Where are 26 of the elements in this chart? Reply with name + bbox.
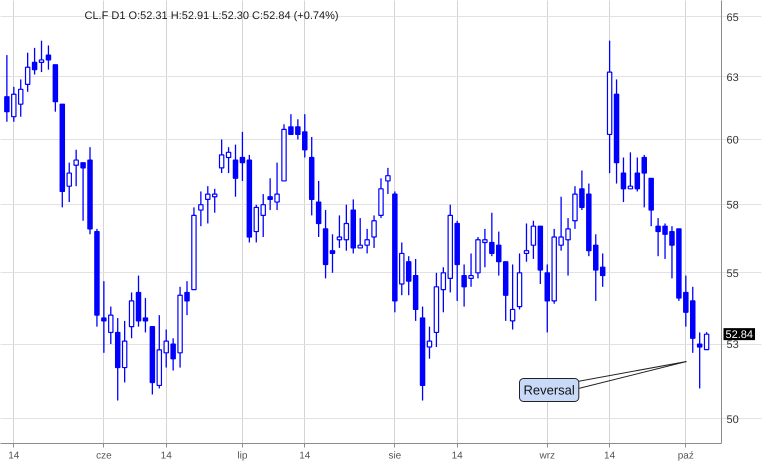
y-tick-label: 65 bbox=[726, 12, 739, 24]
y-tick-label: 60 bbox=[726, 134, 739, 147]
candlestick bbox=[371, 214, 377, 249]
y-tick-label: 63 bbox=[726, 72, 739, 84]
annotation: 52.84 bbox=[726, 329, 754, 342]
x-tick-label: sie bbox=[388, 450, 402, 462]
y-tick-label: 50 bbox=[726, 414, 739, 426]
y-tick-label: 58 bbox=[726, 200, 739, 212]
x-tick-label: lip bbox=[237, 450, 248, 462]
x-tick-label: 14 bbox=[160, 450, 172, 462]
candlestick bbox=[385, 167, 391, 195]
annotation: Reversal bbox=[524, 382, 575, 398]
y-tick-label: 55 bbox=[726, 268, 739, 280]
x-tick-label: 14 bbox=[452, 450, 464, 462]
candlestick bbox=[316, 180, 322, 238]
x-tick-label: 14 bbox=[8, 450, 20, 462]
x-tick-label: cze bbox=[96, 450, 112, 462]
candlestick bbox=[510, 264, 516, 330]
candlestick bbox=[524, 222, 530, 262]
candlestick bbox=[198, 190, 204, 227]
text: CL.F D1 O:52.31 H:52.91 L:52.30 C:52.84 (+0.74%) bbox=[84, 10, 339, 22]
y-tick-label: 53 bbox=[726, 339, 739, 352]
x-tick-label: 14 bbox=[604, 450, 616, 462]
x-tick-label: wrz bbox=[538, 450, 556, 462]
x-tick-label: 14 bbox=[299, 450, 311, 462]
x-tick-label: paź bbox=[678, 450, 694, 462]
